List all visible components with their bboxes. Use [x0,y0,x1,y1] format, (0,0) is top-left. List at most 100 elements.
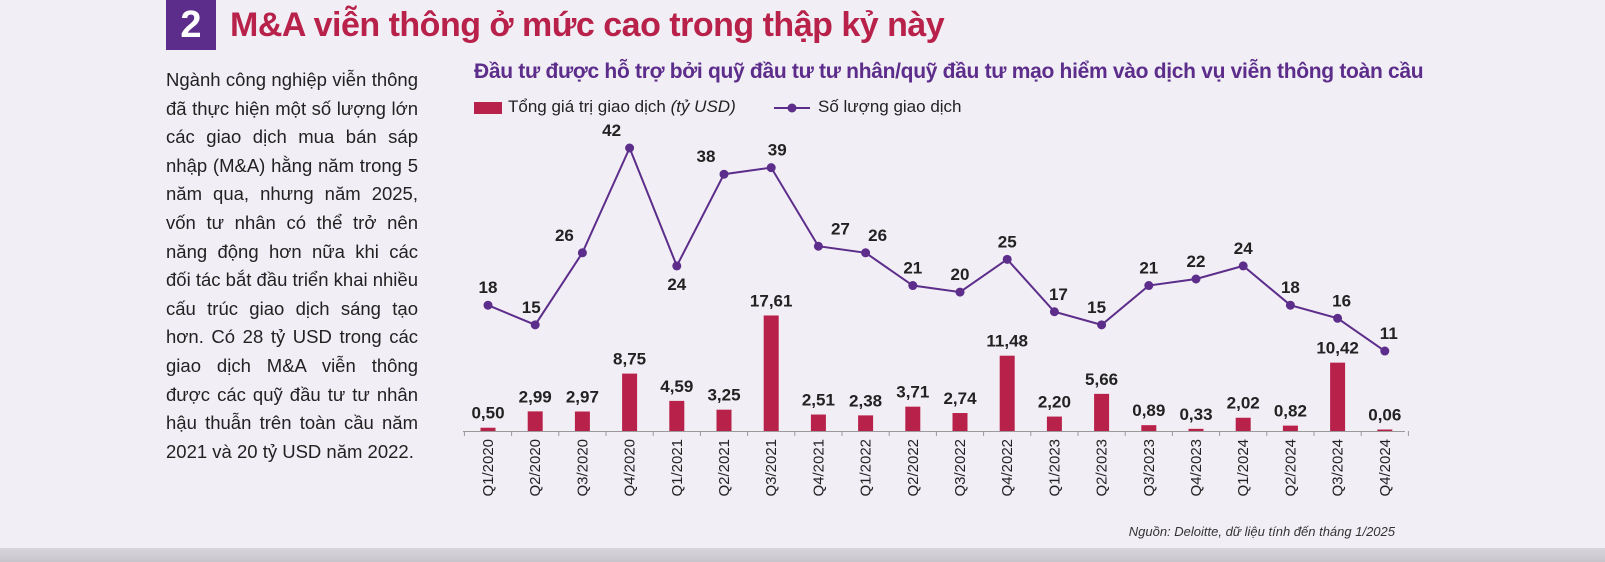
line-data-label: 15 [522,298,541,317]
line-point [1049,307,1059,317]
bar [1282,425,1298,431]
line-data-label: 25 [998,232,1017,251]
bar-data-label: 8,75 [613,350,646,369]
bar [810,414,826,431]
bar [905,406,921,431]
x-tick-label: Q3/2020 [574,439,591,497]
line-point [719,169,729,179]
line-point [1002,254,1012,264]
bar-data-label: 0,89 [1132,401,1165,420]
legend-bar-swatch [474,101,502,114]
line-data-label: 18 [1281,278,1300,297]
line-point [1144,281,1154,291]
legend-line-label: Số lượng giao dịch [818,97,962,116]
line-point [861,248,871,258]
x-tick-label: Q1/2020 [480,439,497,497]
line-point [908,281,918,291]
body-paragraph: Ngành công nghiệp viễn thông đã thực hiệ… [166,69,418,462]
x-tick-label: Q4/2020 [622,439,639,497]
bar-data-label: 11,48 [986,332,1028,351]
x-tick-label: Q3/2024 [1330,439,1347,497]
bar [1141,425,1157,431]
bar [527,411,543,431]
legend-bar: Tổng giá trị giao dịch (tỷ USD) [474,97,736,117]
legend-line: Số lượng giao dịch [774,97,962,117]
x-tick-label: Q1/2024 [1235,439,1252,497]
x-tick-label: Q3/2021 [763,439,780,497]
source-note: Nguồn: Deloitte, dữ liệu tính đến tháng … [1128,524,1395,539]
bar [1377,429,1393,431]
bar-data-label: 2,99 [519,387,552,406]
x-tick-label: Q3/2022 [952,439,969,497]
bar [858,415,874,431]
line-point [813,241,823,251]
line-data-label: 17 [1049,285,1068,304]
line-data-label: 42 [602,121,621,140]
bar-data-label: 0,82 [1274,402,1307,421]
line-point [1238,261,1248,271]
bar [1094,393,1110,431]
line-series [487,145,1386,352]
bar-data-label: 2,74 [943,389,977,408]
line-point [1333,313,1343,323]
line-data-label: 22 [1187,252,1206,271]
bottom-divider [0,548,1605,562]
line-data-label: 21 [1139,259,1158,278]
bar-data-label: 0,50 [471,404,504,423]
line-data-label: 24 [1234,239,1253,258]
bar-data-label: 2,51 [802,391,835,410]
bar-data-label: 0,33 [1179,405,1212,424]
line-data-label: 26 [868,226,887,245]
bar-data-label: 4,59 [660,377,693,396]
line-data-label: 24 [667,275,686,294]
line-point [483,300,493,310]
bar [1330,362,1346,431]
legend-line-swatch [774,103,810,113]
line-data-label: 18 [479,278,498,297]
bar [1188,428,1204,431]
bar [669,400,685,431]
x-tick-label: Q1/2022 [858,439,875,497]
line-data-label: 39 [768,141,787,160]
line-point [1097,320,1107,330]
line-data-label: 20 [951,265,970,284]
line-data-label: 27 [831,219,850,238]
x-tick-label: Q4/2021 [810,439,827,497]
section-number: 2 [166,0,216,50]
x-tick-label: Q2/2020 [527,439,544,497]
bar-data-label: 2,97 [566,388,599,407]
line-point [577,248,587,258]
x-tick-label: Q4/2022 [999,439,1016,497]
line-data-label: 38 [697,147,716,166]
bar [622,373,638,431]
line-data-label: 11 [1380,324,1398,343]
x-tick-label: Q1/2023 [1046,439,1063,497]
line-data-label: 16 [1332,291,1351,310]
chart-title: Đầu tư được hỗ trợ bởi quỹ đầu tư tư nhâ… [474,60,1424,83]
bar-data-label: 2,02 [1227,394,1260,413]
line-point [625,143,635,153]
bar [1235,417,1251,431]
bar [763,315,779,431]
x-tick-label: Q1/2021 [669,439,686,497]
line-point [672,261,682,271]
x-tick-label: Q2/2023 [1094,439,1111,497]
x-tick-label: Q3/2023 [1141,439,1158,497]
legend-bar-label: Tổng giá trị giao dịch [508,97,666,116]
x-tick-label: Q2/2021 [716,439,733,497]
x-tick-label: Q4/2023 [1188,439,1205,497]
bar-data-label: 2,38 [849,391,882,410]
bar [574,411,590,431]
page-title: M&A viễn thông ở mức cao trong thập kỷ n… [230,6,945,44]
x-tick-label: Q2/2024 [1282,439,1299,497]
bar-data-label: 5,66 [1085,370,1118,389]
line-point [1191,274,1201,284]
line-point [1380,346,1390,356]
line-data-label: 21 [903,259,922,278]
bar [999,355,1015,431]
line-point [1285,300,1295,310]
bar-data-label: 2,20 [1038,393,1071,412]
line-point [766,163,776,173]
bar [716,409,732,431]
